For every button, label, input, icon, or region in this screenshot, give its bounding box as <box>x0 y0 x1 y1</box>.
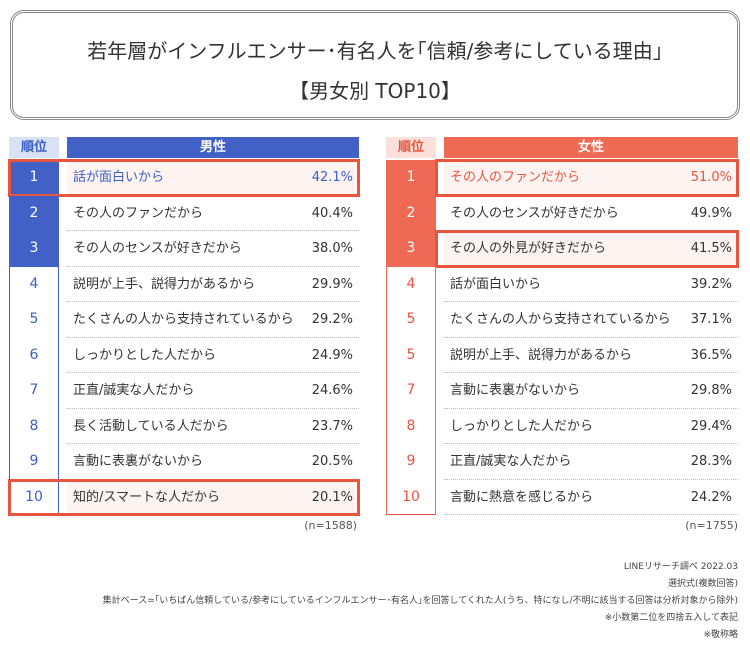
rank-cell: 2 <box>9 195 59 231</box>
percent-cell: 29.2% <box>311 312 353 327</box>
percent-cell: 40.4% <box>311 205 353 221</box>
rank-cell: 10 <box>386 479 436 515</box>
table-row: 5 説明が上手、説得力があるから 36.5% <box>386 337 738 373</box>
table-row: 10 知的/スマートな人だから 20.1% <box>8 478 360 516</box>
percent-cell: 51.0% <box>690 170 732 185</box>
percent-cell: 20.1% <box>311 489 353 505</box>
rank-cell: 7 <box>386 373 436 409</box>
percent-cell: 38.0% <box>311 241 353 256</box>
table-row: 7 言動に表裏がないから 29.8% <box>386 373 738 409</box>
reason-cell: 言動に熱意を感じるから <box>450 489 594 505</box>
reason-cell: その人のセンスが好きだから <box>73 241 242 256</box>
table-row: 9 正直/誠実な人だから 28.3% <box>386 444 738 480</box>
rank-cell: 3 <box>9 231 59 267</box>
rank-cell: 9 <box>9 444 59 480</box>
reason-cell: たくさんの人から支持されているから <box>450 312 671 327</box>
reason-cell: 話が面白いから <box>450 276 542 292</box>
rank-cell: 4 <box>9 266 59 302</box>
female-ranking-table: 順位 女性 1 その人のファンだから 51.0% 2 その人のセンスが好きだから… <box>386 137 739 517</box>
percent-cell: 24.9% <box>311 347 353 363</box>
table-row: 8 長く活動している人だから 23.7% <box>9 408 359 444</box>
reason-cell: その人のファンだから <box>450 170 581 185</box>
female-sample-size: (n=1755) <box>685 519 738 532</box>
rank-cell: 1 <box>9 160 59 196</box>
percent-cell: 29.9% <box>311 276 353 292</box>
male-header: 男性 <box>67 137 359 158</box>
percent-cell: 49.9% <box>690 205 732 221</box>
rank-cell: 7 <box>9 373 59 409</box>
table-row: 2 その人のセンスが好きだから 49.9% <box>386 195 738 231</box>
female-header: 女性 <box>444 137 738 158</box>
female-rank-header: 順位 <box>386 137 436 158</box>
rank-cell: 8 <box>386 408 436 444</box>
percent-cell: 39.2% <box>690 276 732 292</box>
percent-cell: 20.5% <box>311 454 353 469</box>
percent-cell: 23.7% <box>311 418 353 434</box>
rank-cell: 5 <box>9 302 59 338</box>
footnotes: LINEリサーチ調べ 2022.03 選択式(複数回答) 集計ベース=｢いちばん… <box>103 559 738 644</box>
percent-cell: 29.8% <box>690 383 732 398</box>
table-row: 1 その人のファンだから 51.0% <box>386 159 739 197</box>
reason-cell: たくさんの人から支持されているから <box>73 312 294 327</box>
table-row: 1 話が面白いから 42.1% <box>8 159 360 197</box>
reason-cell: その人のファンだから <box>73 205 204 221</box>
rank-cell: 6 <box>9 337 59 373</box>
percent-cell: 37.1% <box>690 312 732 327</box>
reason-cell: その人の外見が好きだから <box>450 241 607 256</box>
percent-cell: 29.4% <box>690 418 732 434</box>
reason-cell: 話が面白いから <box>73 170 165 185</box>
table-row: 4 話が面白いから 39.2% <box>386 266 738 302</box>
honorific-note: ※敬称略 <box>703 630 738 640</box>
rank-cell: 3 <box>386 231 436 267</box>
rank-cell: 4 <box>386 266 436 302</box>
reason-cell: 言動に表裏がないから <box>450 383 581 398</box>
percent-cell: 24.6% <box>311 383 353 398</box>
percent-cell: 41.5% <box>690 241 732 256</box>
page-subtitle: 【男女別 TOP10】 <box>289 79 461 103</box>
page-title: 若年層がインフルエンサー･有名人を｢信頼/参考にしている理由｣ <box>87 39 663 63</box>
male-rank-header: 順位 <box>9 137 59 158</box>
reason-cell: その人のセンスが好きだから <box>450 205 619 221</box>
base-note: 集計ベース=｢いちばん信頼している/参考にしているインフルエンサー･有名人｣を回… <box>102 596 738 606</box>
percent-cell: 42.1% <box>311 170 353 185</box>
table-row: 8 しっかりとした人だから 29.4% <box>386 408 738 444</box>
rounding-note: ※小数第二位を四捨五入して表記 <box>604 613 738 623</box>
rank-cell: 5 <box>386 302 436 338</box>
reason-cell: 長く活動している人だから <box>73 418 229 434</box>
table-row: 9 言動に表裏がないから 20.5% <box>9 444 359 480</box>
table-row: 3 その人のセンスが好きだから 38.0% <box>9 231 359 267</box>
reason-cell: 言動に表裏がないから <box>73 454 204 469</box>
source-note: LINEリサーチ調べ 2022.03 <box>623 562 738 572</box>
rank-cell: 9 <box>386 444 436 480</box>
male-sample-size: (n=1588) <box>304 519 357 532</box>
percent-cell: 24.2% <box>690 489 732 505</box>
table-row: 2 その人のファンだから 40.4% <box>9 195 359 231</box>
reason-cell: 説明が上手、説得力があるから <box>450 347 633 363</box>
male-ranking-table: 順位 男性 1 話が面白いから 42.1% 2 その人のファンだから 40.4%… <box>8 137 360 517</box>
reason-cell: しっかりとした人だから <box>73 347 217 363</box>
rank-cell: 5 <box>386 337 436 373</box>
reason-cell: 正直/誠実な人だから <box>73 383 195 398</box>
table-row: 5 たくさんの人から支持されているから 29.2% <box>9 302 359 338</box>
table-row: 5 たくさんの人から支持されているから 37.1% <box>386 302 738 338</box>
title-box: 若年層がインフルエンサー･有名人を｢信頼/参考にしている理由｣ 【男女別 TOP… <box>10 10 740 120</box>
rank-cell: 1 <box>386 160 436 196</box>
percent-cell: 36.5% <box>690 347 732 363</box>
table-row: 6 しっかりとした人だから 24.9% <box>9 337 359 373</box>
method-note: 選択式(複数回答) <box>667 579 738 589</box>
reason-cell: 正直/誠実な人だから <box>450 454 572 469</box>
reason-cell: 知的/スマートな人だから <box>73 489 220 505</box>
table-row: 10 言動に熱意を感じるから 24.2% <box>386 479 738 515</box>
reason-cell: しっかりとした人だから <box>450 418 594 434</box>
table-row: 3 その人の外見が好きだから 41.5% <box>386 230 739 268</box>
rank-cell: 2 <box>386 195 436 231</box>
rank-cell: 10 <box>9 479 59 515</box>
reason-cell: 説明が上手、説得力があるから <box>73 276 256 292</box>
table-row: 4 説明が上手、説得力があるから 29.9% <box>9 266 359 302</box>
rank-cell: 8 <box>9 408 59 444</box>
table-row: 7 正直/誠実な人だから 24.6% <box>9 373 359 409</box>
percent-cell: 28.3% <box>690 454 732 469</box>
